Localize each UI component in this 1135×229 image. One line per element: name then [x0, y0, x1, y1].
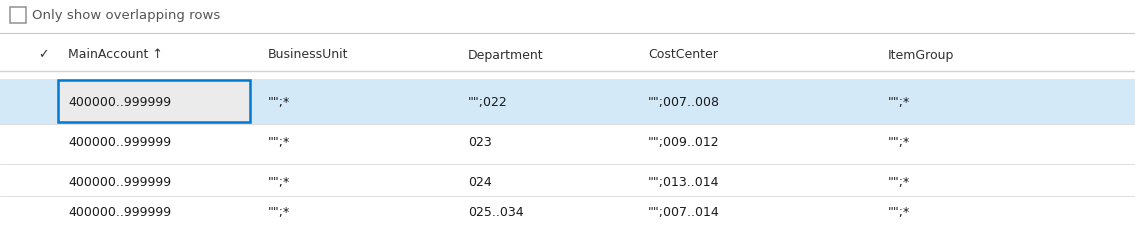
Text: "";*: "";* [268, 136, 291, 149]
Text: MainAccount ↑: MainAccount ↑ [68, 48, 163, 61]
Text: "";*: "";* [268, 96, 291, 109]
Text: "";009..012: "";009..012 [648, 136, 720, 149]
Text: Department: Department [468, 48, 544, 61]
Text: ✓: ✓ [37, 48, 49, 61]
Text: 400000..999999: 400000..999999 [68, 96, 171, 109]
Text: 023: 023 [468, 136, 491, 149]
Text: ItemGroup: ItemGroup [888, 48, 955, 61]
Text: "";*: "";* [888, 136, 910, 149]
Text: 024: 024 [468, 176, 491, 189]
Text: "";*: "";* [888, 96, 910, 109]
Text: "";*: "";* [268, 206, 291, 218]
Text: BusinessUnit: BusinessUnit [268, 48, 348, 61]
Bar [10, 8, 26, 24]
Text: "";007..014: "";007..014 [648, 206, 720, 218]
Text: 400000..999999: 400000..999999 [68, 176, 171, 189]
Bar [58, 81, 250, 123]
Text: "";*: "";* [888, 206, 910, 218]
Text: Only show overlapping rows: Only show overlapping rows [32, 9, 220, 22]
Text: "";*: "";* [268, 176, 291, 189]
Text: "";007..008: "";007..008 [648, 96, 720, 109]
Text: "";*: "";* [888, 176, 910, 189]
Text: 400000..999999: 400000..999999 [68, 206, 171, 218]
Text: 400000..999999: 400000..999999 [68, 136, 171, 149]
Bar [0, 80, 1135, 124]
Text: CostCenter: CostCenter [648, 48, 717, 61]
Text: 025..034: 025..034 [468, 206, 523, 218]
Text: "";013..014: "";013..014 [648, 176, 720, 189]
Text: "";022: "";022 [468, 96, 507, 109]
